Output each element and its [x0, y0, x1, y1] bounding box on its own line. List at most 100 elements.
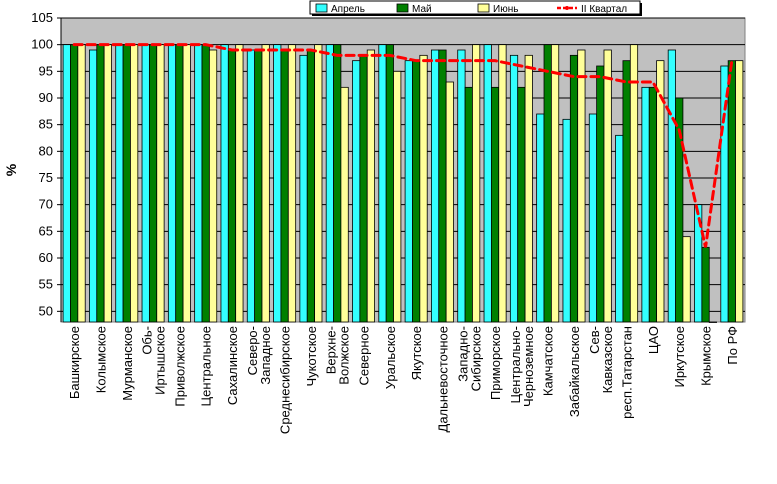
bar-Май-Колымское	[96, 44, 105, 323]
y-tick-label: 60	[39, 250, 53, 265]
bar-Июнь-Северо-Западное	[261, 44, 270, 323]
x-axis: Башкирское Колымское Мурманское Обь-Иртышск…	[67, 326, 740, 434]
bar-Апрель-Сев-Кавказское	[588, 113, 598, 323]
bar-Июнь-Западно-Сибирское	[472, 44, 481, 323]
x-tick-label: Приморское	[488, 326, 503, 400]
bar-Июнь-Центральное	[208, 49, 218, 323]
x-tick-label: Мурманское	[120, 326, 135, 401]
bar-Май-Среднесибирское	[280, 49, 289, 323]
x-tick-label: Северо-	[245, 326, 260, 375]
bar-Июнь-Забайкальское	[577, 49, 586, 323]
bar-Июнь-Дальневосточное	[445, 81, 454, 323]
bar-Май-Чукотское	[306, 49, 316, 323]
bar-Май-Приволжское	[175, 44, 184, 323]
bar-Май-ЦАО	[648, 86, 658, 323]
bar-Май-Северное	[359, 54, 368, 323]
bar-Апрель-Дальневосточное	[431, 49, 440, 323]
x-tick-label: Сибирское	[468, 326, 483, 391]
bar-Апрель-Башкирское	[62, 44, 71, 323]
bar-Июнь-Камчатское	[550, 44, 560, 323]
x-tick-label: ЦАО	[646, 326, 661, 354]
x-tick-label: респ.Татарстан	[620, 326, 635, 419]
x-tick-label: Якутское	[409, 326, 424, 380]
bar-Июнь-респ.Татарстан	[629, 44, 639, 323]
bar-Июнь-ЦАО	[656, 60, 665, 323]
y-axis-label: %	[3, 163, 19, 176]
bar-Июнь-Приморское	[498, 44, 507, 323]
bar-Апрель-ЦАО	[641, 86, 650, 323]
y-tick-label: 70	[39, 197, 53, 212]
y-tick-label: 50	[39, 303, 53, 318]
x-tick-label: Приволжское	[172, 326, 187, 407]
bars	[62, 44, 744, 323]
legend-label: Апрель	[331, 4, 365, 15]
bar-Апрель-Якутское	[404, 60, 413, 323]
bar-Апрель-Северное	[352, 60, 361, 323]
legend-label: Май	[412, 4, 432, 15]
bar-Май-Центрально-Черноземное	[517, 86, 526, 323]
legend: Апрель Май Июнь II Квартал	[309, 0, 642, 16]
bar-Апрель-Центральное	[194, 44, 203, 323]
x-tick-label: Чукотское	[304, 326, 319, 387]
bar-Июнь-Центрально-Черноземное	[524, 54, 533, 323]
bar-Апрель-Чукотское	[299, 54, 308, 323]
bar-Июнь-Чукотское	[314, 44, 323, 323]
x-tick-label: Центрально-	[508, 326, 523, 404]
x-tick-label: Иртышское	[153, 326, 168, 395]
bar-Май-Крымское	[701, 246, 710, 323]
x-tick-label: Западное	[258, 326, 273, 385]
bar-Апрель-Обь-Иртышское	[141, 44, 150, 323]
bar-Июнь-Обь-Иртышское	[156, 44, 165, 323]
x-tick-label: Башкирское	[67, 326, 82, 399]
bar-Июнь-Среднесибирское	[287, 44, 297, 323]
bar-Май-Дальневосточное	[438, 49, 447, 323]
legend-swatch	[315, 3, 328, 13]
bar-Апрель-Центрально-Черноземное	[509, 54, 519, 323]
x-tick-label: Колымское	[93, 326, 108, 393]
bar-Июнь-Мурманское	[130, 44, 139, 323]
x-tick-label: Иркутское	[672, 326, 687, 388]
x-tick-label: Кавказское	[600, 326, 615, 393]
x-tick-label: Крымское	[699, 326, 714, 386]
y-tick-label: 55	[39, 277, 53, 292]
bar-Апрель-Приморское	[483, 44, 492, 323]
bar-Май-респ.Татарстан	[622, 60, 631, 323]
y-tick-label: 85	[39, 117, 53, 132]
bar-Май-Сахалинское	[227, 49, 237, 323]
bar-Апрель-Мурманское	[115, 44, 124, 323]
bar-Май-Западно-Сибирское	[464, 86, 473, 323]
y-tick-label: 100	[31, 37, 53, 52]
bar-Июнь-Башкирское	[77, 44, 86, 323]
bar-Май-Сев-Кавказское	[596, 65, 605, 323]
bar-Июнь-По РФ	[735, 60, 744, 323]
bar-Июнь-Северное	[366, 49, 375, 323]
x-tick-label: Волжское	[337, 326, 352, 385]
bar-Апрель-Среднесибирское	[273, 44, 282, 323]
bar-Апрель-Камчатское	[536, 113, 545, 323]
bar-Апрель-Северо-Западное	[246, 49, 256, 323]
x-tick-label: По РФ	[725, 326, 740, 365]
y-tick-label: 90	[39, 90, 53, 105]
bar-Июнь-Крымское	[708, 321, 717, 323]
y-axis: 50 55 60 65 70 75 80 85 90 95 100 105	[31, 10, 62, 322]
x-tick-label: Среднесибирское	[278, 326, 293, 434]
bar-Июнь-Иркутское	[682, 236, 691, 323]
x-tick-label: Камчатское	[541, 326, 556, 396]
x-tick-label: Западно-	[455, 326, 470, 382]
bar-Май-По РФ	[727, 60, 736, 323]
bar-Апрель-Уральское	[378, 44, 387, 323]
x-tick-label: Верхне-	[324, 326, 339, 374]
bar-Апрель-Западно-Сибирское	[457, 49, 466, 323]
bar-Май-Верхне-Волжское	[333, 44, 342, 323]
legend-swatch	[396, 3, 409, 13]
bar-Май-Центральное	[201, 44, 210, 323]
bar-Май-Якутское	[412, 60, 421, 323]
bar-Апрель-Верхне-Волжское	[325, 44, 334, 323]
y-tick-label: 105	[31, 10, 53, 25]
bar-Апрель-респ.Татарстан	[615, 134, 624, 323]
bar-Июнь-Уральское	[393, 70, 402, 323]
bar-Июнь-Сев-Кавказское	[603, 49, 612, 323]
bar-Июнь-Якутское	[419, 54, 428, 323]
y-tick-label: 80	[39, 143, 53, 158]
